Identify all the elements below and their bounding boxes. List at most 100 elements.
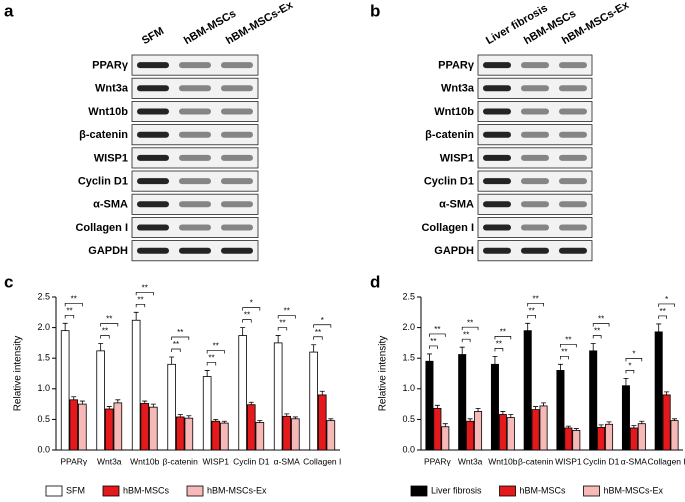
bar: [474, 411, 483, 451]
blot-band: [221, 131, 253, 138]
y-tick-label: 0.5: [37, 414, 50, 424]
bar: [523, 330, 532, 451]
row-label: WISP1: [94, 152, 128, 164]
sig-bracket: [658, 315, 667, 319]
bar: [211, 420, 221, 451]
sig-bracket: [64, 314, 75, 319]
y-tick-label: 0.0: [402, 444, 415, 454]
blot-band: [221, 201, 253, 208]
error-bar: [639, 420, 645, 424]
row-label: α-SMA: [93, 199, 128, 211]
error-bar: [292, 416, 298, 419]
row-label: Wnt10b: [88, 106, 128, 118]
blot-band: [483, 131, 511, 138]
error-bar: [590, 343, 596, 351]
blot-band: [559, 224, 587, 231]
bar: [255, 422, 265, 451]
error-bar: [213, 419, 219, 422]
sig-label: **: [529, 306, 535, 315]
error-bar: [434, 404, 440, 409]
error-bar: [492, 355, 498, 365]
error-bar: [631, 425, 637, 428]
sig-label: **: [208, 354, 214, 363]
row-label: PPARγ: [92, 60, 129, 72]
blot-band: [179, 62, 211, 69]
error-bar: [240, 327, 246, 336]
error-bar: [221, 420, 227, 424]
bar: [670, 420, 679, 451]
error-bar: [98, 343, 104, 351]
bar: [433, 407, 442, 451]
sig-bracket: [313, 324, 332, 328]
sig-bracket: [429, 333, 446, 337]
x-tick-label: α-SMA: [274, 456, 300, 466]
sig-bracket: [100, 323, 119, 327]
x-tick-label: WISP1: [555, 456, 582, 466]
blot-band: [521, 201, 549, 208]
bar: [458, 354, 467, 451]
error-bar: [467, 418, 473, 422]
blot-band: [521, 154, 549, 161]
blot-band: [137, 62, 169, 69]
error-bar: [133, 311, 139, 321]
lane-label: hBM-MSCs-Ex: [560, 0, 632, 47]
blot-band: [483, 154, 511, 161]
error-bar: [557, 363, 563, 371]
error-bar: [508, 414, 514, 418]
bar: [202, 376, 212, 451]
row-label: Wnt3a: [441, 83, 475, 95]
sig-label: **: [565, 335, 571, 344]
legend-label: hBM-MSCs-Ex: [207, 485, 267, 495]
error-bar: [177, 414, 183, 417]
error-bar: [573, 428, 579, 431]
sig-label: *: [250, 299, 253, 308]
sig-bracket: [135, 303, 146, 308]
sig-bracket: [100, 335, 110, 339]
y-tick-label: 2.5: [402, 291, 415, 301]
blot-strip: [477, 193, 593, 215]
sig-label: **: [430, 337, 436, 346]
sig-bracket: [494, 348, 504, 352]
sig-bracket: [527, 302, 544, 307]
blot-band: [559, 154, 587, 161]
bar: [506, 417, 515, 451]
blot-band: [559, 178, 587, 185]
bar: [69, 399, 79, 451]
sig-bracket: [560, 343, 577, 348]
blot-strip: [477, 124, 593, 146]
row-label: β-catenin: [425, 129, 474, 141]
error-bar: [142, 400, 148, 404]
sig-bracket: [277, 315, 296, 319]
sig-label: **: [561, 347, 567, 356]
sig-label: *: [321, 316, 324, 325]
y-tick-label: 0.5: [402, 414, 415, 424]
bar: [621, 385, 630, 451]
bar: [78, 403, 87, 451]
blot-band: [483, 224, 511, 231]
x-tick-label: Cyclin D1: [583, 456, 620, 466]
y-axis-label: Relative intensity: [378, 336, 389, 412]
legend-label: Liver fibrosis: [431, 485, 482, 495]
blot-strip: [131, 101, 259, 123]
blot-band: [483, 201, 511, 208]
bar: [605, 423, 614, 451]
blot-strip: [477, 170, 593, 192]
blot-strip: [477, 77, 593, 99]
error-bar: [656, 323, 662, 332]
bar: [309, 351, 318, 451]
blot-band: [521, 224, 549, 231]
bar: [246, 404, 256, 451]
bar: [282, 415, 292, 451]
sig-label: **: [142, 283, 148, 292]
blot-band: [483, 178, 511, 185]
blot-band: [137, 247, 169, 254]
y-tick-label: 1.0: [402, 383, 415, 393]
blot-band: [137, 85, 169, 92]
error-bar: [598, 424, 604, 428]
sig-label: **: [244, 311, 250, 320]
blot-band: [221, 85, 253, 92]
legend-swatch: [45, 485, 63, 497]
y-axis-label: Relative intensity: [13, 336, 24, 412]
sig-bracket: [658, 303, 675, 307]
